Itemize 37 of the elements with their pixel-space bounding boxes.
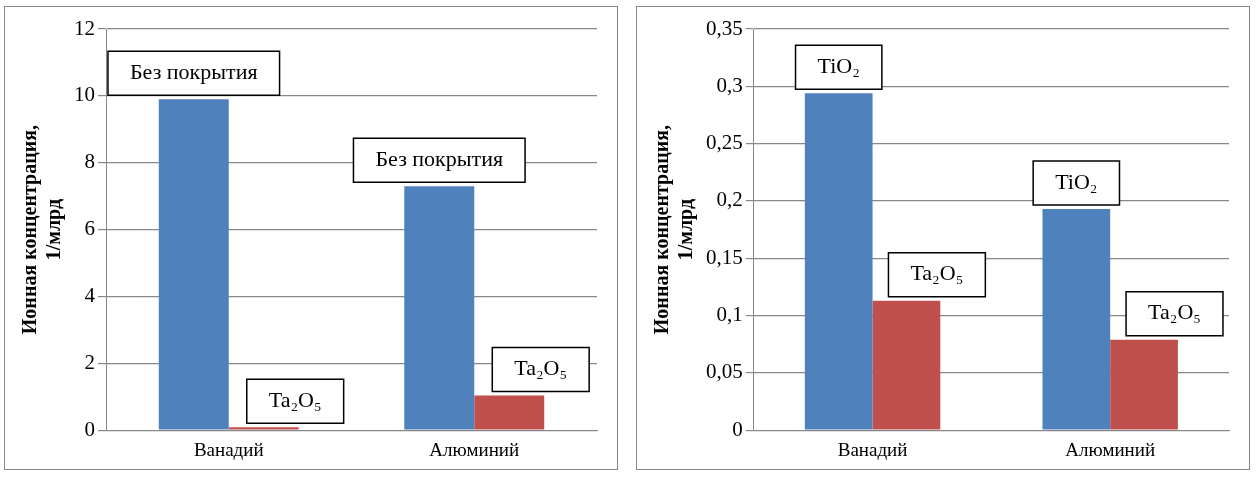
y-axis-title: Ионная концентрация, 1/млрд <box>650 125 698 335</box>
y-tick-label: 2 <box>84 349 95 374</box>
series-label: TiO₂ <box>817 52 860 78</box>
series-label: Ta₂O₅ <box>1148 299 1201 325</box>
text: Ta₂O₅ <box>910 260 964 286</box>
y-tick-label: 0 <box>84 416 95 441</box>
y-tick-label: 0,15 <box>706 244 743 269</box>
bar <box>1042 208 1111 430</box>
y-tick-label: 0,2 <box>716 187 743 212</box>
bar <box>158 99 229 430</box>
y-tick-label: 10 <box>74 82 95 107</box>
y-tick-label: 6 <box>84 216 95 241</box>
x-tick-label: Ванадий <box>193 438 264 460</box>
bar <box>1110 339 1178 430</box>
series-label: Ta₂O₅ <box>268 386 322 412</box>
y-tick-label: 8 <box>84 149 95 174</box>
y-tick-label: 0,1 <box>716 302 743 327</box>
bar <box>228 427 299 430</box>
y-tick-label: 12 <box>74 15 95 40</box>
bar <box>804 93 873 430</box>
y-tick-label: 0,25 <box>706 130 743 155</box>
y-tick-label: 0,3 <box>716 72 743 97</box>
series-label: Без покрытия <box>129 58 258 84</box>
y-tick-label: 0 <box>732 416 743 441</box>
text: Ta₂O₅ <box>514 355 568 381</box>
text: TiO₂ <box>1055 168 1098 194</box>
x-tick-label: Алюминий <box>1065 438 1156 460</box>
y-tick-label: 0,35 <box>706 15 743 40</box>
y-tick-label: 4 <box>84 282 96 307</box>
x-tick-label: Алюминий <box>429 438 520 460</box>
bar <box>872 300 941 430</box>
bar <box>474 395 545 430</box>
bar <box>404 186 475 430</box>
y-tick-label: 0,05 <box>706 359 743 384</box>
text: Без покрытия <box>375 145 504 171</box>
y-axis-title: Ионная концентрация, 1/млрд <box>18 125 66 335</box>
x-tick-label: Ванадий <box>837 438 908 460</box>
